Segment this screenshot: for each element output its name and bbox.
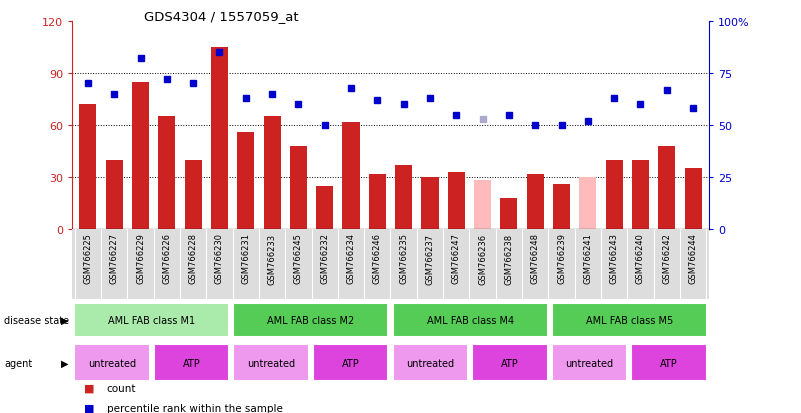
Text: count: count (107, 383, 136, 393)
Text: GSM766243: GSM766243 (610, 233, 618, 284)
Bar (368, 174, 386, 230)
Text: GSM766232: GSM766232 (320, 233, 329, 284)
Bar (159, 117, 175, 230)
Bar (106, 160, 123, 230)
Text: GSM766238: GSM766238 (505, 233, 513, 284)
Bar (501, 198, 517, 230)
Bar (233, 344, 308, 382)
Text: GSM766239: GSM766239 (557, 233, 566, 284)
Text: GSM766245: GSM766245 (294, 233, 303, 284)
Text: GSM766247: GSM766247 (452, 233, 461, 284)
Text: GSM766237: GSM766237 (425, 233, 434, 284)
Text: ▶: ▶ (61, 358, 68, 368)
Bar (74, 304, 229, 337)
Text: GSM766230: GSM766230 (215, 233, 224, 284)
Text: GSM766235: GSM766235 (399, 233, 409, 284)
Bar (264, 117, 280, 230)
Bar (392, 344, 468, 382)
Bar (552, 344, 627, 382)
Text: GSM766231: GSM766231 (241, 233, 250, 284)
Text: untreated: untreated (247, 358, 295, 368)
Bar (527, 174, 544, 230)
Bar (132, 83, 149, 230)
Text: ■: ■ (84, 383, 95, 393)
Bar (74, 344, 150, 382)
Bar (313, 344, 388, 382)
Text: GSM766236: GSM766236 (478, 233, 487, 284)
Bar (392, 304, 548, 337)
Bar (237, 133, 254, 230)
Text: GSM766227: GSM766227 (110, 233, 119, 284)
Text: GSM766248: GSM766248 (531, 233, 540, 284)
Text: ATP: ATP (183, 358, 200, 368)
Bar (154, 344, 229, 382)
Text: GSM766242: GSM766242 (662, 233, 671, 284)
Bar (316, 186, 333, 230)
Bar (631, 344, 706, 382)
Text: GSM766234: GSM766234 (347, 233, 356, 284)
Bar (606, 160, 622, 230)
Bar (448, 172, 465, 230)
Text: AML FAB class M1: AML FAB class M1 (108, 315, 195, 325)
Bar (343, 122, 360, 230)
Text: GSM766246: GSM766246 (372, 233, 382, 284)
Text: AML FAB class M4: AML FAB class M4 (426, 315, 513, 325)
Bar (290, 147, 307, 230)
Text: ATP: ATP (501, 358, 519, 368)
Text: disease state: disease state (4, 315, 69, 325)
Bar (632, 160, 649, 230)
Text: GSM766241: GSM766241 (583, 233, 593, 284)
Text: AML FAB class M5: AML FAB class M5 (586, 315, 673, 325)
Bar (658, 147, 675, 230)
Bar (211, 48, 228, 230)
Bar (233, 304, 388, 337)
Text: percentile rank within the sample: percentile rank within the sample (107, 403, 283, 413)
Text: untreated: untreated (406, 358, 454, 368)
Text: agent: agent (4, 358, 32, 368)
Bar (579, 178, 597, 230)
Text: GSM766233: GSM766233 (268, 233, 276, 284)
Text: GDS4304 / 1557059_at: GDS4304 / 1557059_at (144, 10, 299, 23)
Text: AML FAB class M2: AML FAB class M2 (268, 315, 355, 325)
Text: GSM766244: GSM766244 (689, 233, 698, 284)
Bar (421, 178, 438, 230)
Text: ATP: ATP (660, 358, 678, 368)
Bar (553, 185, 570, 230)
Text: ▶: ▶ (61, 315, 68, 325)
Bar (685, 169, 702, 230)
Bar (184, 160, 202, 230)
Text: ATP: ATP (342, 358, 360, 368)
Text: GSM766226: GSM766226 (163, 233, 171, 284)
Text: GSM766225: GSM766225 (83, 233, 92, 284)
Text: untreated: untreated (88, 358, 136, 368)
Text: ■: ■ (84, 403, 95, 413)
Text: GSM766229: GSM766229 (136, 233, 145, 284)
Bar (473, 344, 548, 382)
Text: untreated: untreated (566, 358, 614, 368)
Bar (552, 304, 706, 337)
Bar (79, 105, 96, 230)
Text: GSM766228: GSM766228 (188, 233, 198, 284)
Bar (395, 166, 413, 230)
Bar (474, 181, 491, 230)
Text: GSM766240: GSM766240 (636, 233, 645, 284)
